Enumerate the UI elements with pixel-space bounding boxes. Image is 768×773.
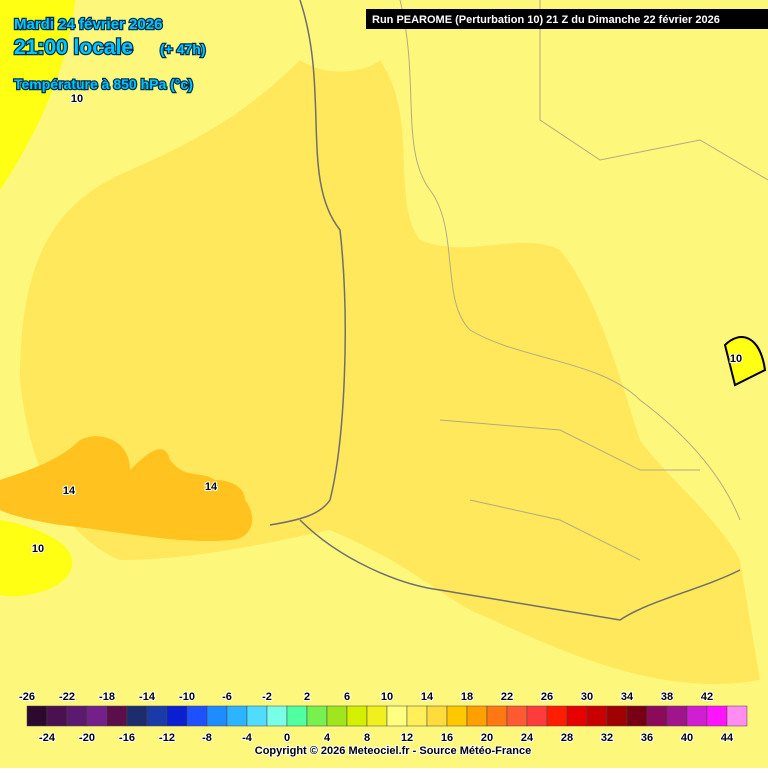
legend-tick-label: 12: [401, 732, 413, 744]
legend-tick-label: 38: [661, 691, 673, 703]
legend-tick-label: 24: [521, 732, 534, 744]
color-swatch: [226, 705, 248, 727]
legend-tick-label: 44: [721, 732, 734, 744]
color-swatch: [426, 705, 448, 727]
color-swatch: [286, 705, 308, 727]
date: Mardi 24 février 2026: [14, 16, 162, 33]
legend-tick-label: 14: [421, 691, 434, 703]
color-swatch: [406, 705, 428, 727]
legend-tick-label: 36: [641, 732, 653, 744]
color-swatch: [446, 705, 468, 727]
copyright: Copyright © 2026 Meteociel.fr - Source M…: [255, 745, 531, 757]
legend-tick-label: -18: [99, 691, 115, 703]
temperature-zone: [0, 436, 253, 542]
legend-tick-label: 18: [461, 691, 473, 703]
legend-tick-label: 2: [304, 691, 310, 703]
legend-tick-label: -20: [79, 732, 95, 744]
color-swatch: [346, 705, 368, 727]
local-time: 21:00 locale: [14, 36, 133, 59]
warm-zone: [0, 520, 73, 597]
legend-tick-label: 30: [581, 691, 593, 703]
color-swatch: [326, 705, 348, 727]
contour-label: 10: [71, 93, 83, 105]
color-swatch: [666, 705, 688, 727]
lead-time: (+ 47h): [160, 41, 206, 57]
color-swatch: [586, 705, 608, 727]
legend-tick-label: 34: [621, 691, 634, 703]
color-swatch: [186, 705, 208, 727]
color-swatch: [166, 705, 188, 727]
legend-tick-label: -8: [202, 732, 212, 744]
legend-background: [0, 686, 768, 768]
color-swatch: [606, 705, 628, 727]
color-swatch: [26, 705, 48, 727]
color-swatch: [46, 705, 68, 727]
contour-label: 10: [32, 543, 44, 555]
legend-tick-label: 28: [561, 732, 573, 744]
legend-tick-label: -4: [242, 732, 253, 744]
color-swatch: [266, 705, 288, 727]
legend-tick-label: -22: [59, 691, 75, 703]
color-swatch: [126, 705, 148, 727]
warm-zone: [0, 0, 75, 190]
legend-tick-label: 42: [701, 691, 713, 703]
color-swatch: [86, 705, 108, 727]
legend-tick-label: -26: [19, 691, 35, 703]
border: [439, 0, 768, 561]
legend-tick-label: 16: [441, 732, 453, 744]
color-swatch: [566, 705, 588, 727]
contour-label: 10: [730, 353, 742, 365]
color-swatch: [546, 705, 568, 727]
legend-tick-label: -24: [39, 732, 56, 744]
color-swatch: [246, 705, 268, 727]
color-swatch: [106, 705, 128, 727]
variable: Température à 850 hPa (°c): [14, 76, 193, 92]
contour-label: 14: [205, 481, 218, 493]
legend-tick-label: 26: [541, 691, 553, 703]
legend-tick-label: 20: [481, 732, 493, 744]
legend-tick-label: 40: [681, 732, 693, 744]
color-swatch: [146, 705, 168, 727]
run-banner: [366, 9, 768, 29]
color-swatch: [526, 705, 548, 727]
contour-label: 14: [63, 485, 76, 497]
legend-tick-label: 32: [601, 732, 613, 744]
color-swatch: [686, 705, 708, 727]
color-swatch: [706, 705, 728, 727]
color-swatch: [466, 705, 488, 727]
color-swatch: [726, 705, 748, 727]
legend-tick-label: -14: [139, 691, 156, 703]
color-swatch: [386, 705, 408, 727]
legend-tick-label: 0: [284, 732, 290, 744]
color-swatch: [66, 705, 88, 727]
legend-tick-label: -12: [159, 732, 175, 744]
legend-tick-label: -10: [179, 691, 195, 703]
warm-zone: [723, 336, 767, 387]
color-swatch: [306, 705, 328, 727]
legend-tick-label: -16: [119, 732, 135, 744]
legend-tick-label: -6: [222, 691, 232, 703]
border: [399, 0, 741, 521]
legend-tick-label: -2: [262, 691, 272, 703]
coastline: [299, 519, 741, 621]
legend-tick-label: 10: [381, 691, 393, 703]
color-swatch: [626, 705, 648, 727]
legend-tick-label: 6: [344, 691, 350, 703]
color-swatch: [506, 705, 528, 727]
color-swatch: [366, 705, 388, 727]
legend-tick-label: 8: [364, 732, 370, 744]
color-swatch: [206, 705, 228, 727]
legend-tick-label: 4: [324, 732, 331, 744]
legend-tick-label: 22: [501, 691, 513, 703]
run-info: Run PEAROME (Perturbation 10) 21 Z du Di…: [372, 14, 720, 26]
color-swatch: [486, 705, 508, 727]
color-swatch: [646, 705, 668, 727]
coastline: [269, 0, 346, 526]
